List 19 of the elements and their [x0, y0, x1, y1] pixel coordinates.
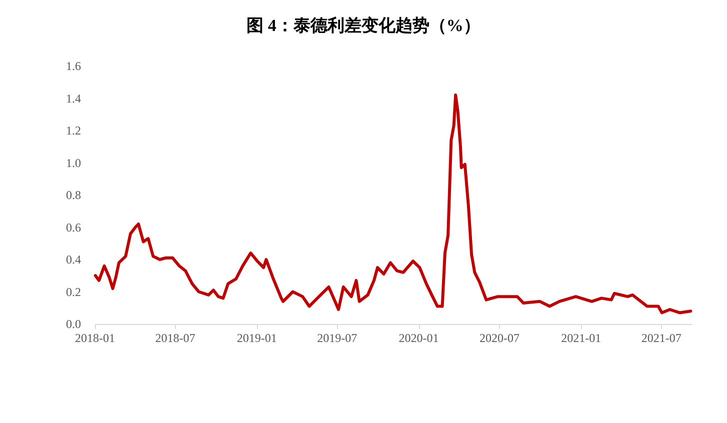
x-tick-label: 2019-01 [236, 331, 277, 345]
line-series [94, 94, 692, 314]
x-tick-label: 2021-01 [561, 331, 602, 345]
y-tick-label: 0.4 [66, 252, 81, 266]
x-tick-label: 2020-07 [480, 331, 520, 345]
x-tick-label: 2021-07 [641, 331, 682, 345]
y-tick-label: 1.2 [66, 124, 81, 138]
y-tick-label: 0.2 [66, 284, 81, 299]
x-tick-label: 2019-07 [317, 331, 358, 345]
x-tick-label: 2018-01 [75, 331, 115, 345]
x-tick-label: 2018-07 [155, 331, 196, 345]
y-tick-label: 0.8 [66, 188, 81, 202]
y-tick-label: 1.0 [66, 156, 81, 170]
x-tick-label: 2020-01 [398, 331, 439, 345]
y-tick-label: 1.4 [66, 91, 81, 106]
y-tick-label: 0.6 [66, 220, 81, 234]
y-tick-label: 1.6 [66, 59, 81, 73]
y-tick-label: 0.0 [66, 317, 81, 331]
chart-title: 图 4：泰德利差变化趋势（%） [246, 16, 480, 35]
